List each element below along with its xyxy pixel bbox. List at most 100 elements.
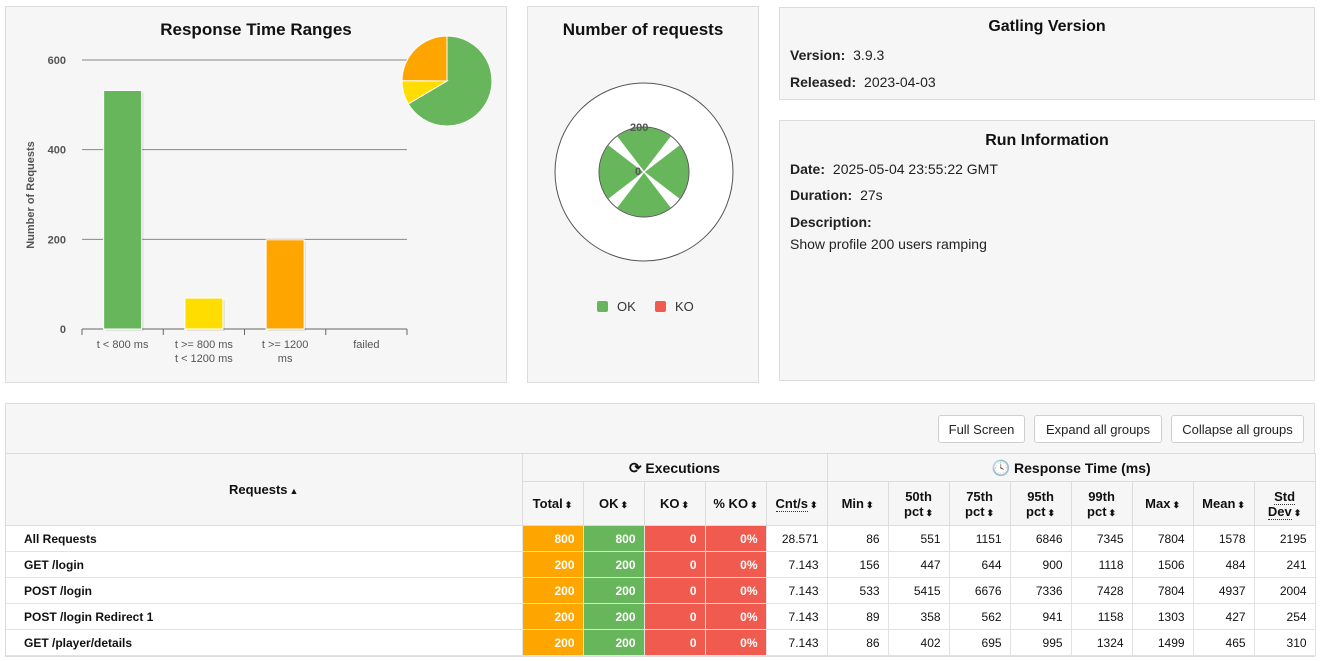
- cell-mean: 484: [1192, 551, 1255, 578]
- cell-mean: 427: [1192, 603, 1255, 630]
- cell-p99: 7345: [1070, 525, 1133, 552]
- bar: [103, 89, 143, 330]
- table-row[interactable]: All Requests 800 800 0 0% 28.571 86 551 1151 6846…: [6, 525, 1316, 552]
- cell-ok: 200: [582, 603, 645, 630]
- response-time-ranges-panel: Response Time Ranges 0 200 400 600 Number of…: [5, 6, 507, 383]
- col-p95[interactable]: 95th pct ⬍: [1009, 481, 1072, 526]
- duration-row: Duration: 27s: [790, 187, 883, 203]
- sort-icon: ⬍: [681, 500, 690, 510]
- cell-mean: 1578: [1192, 525, 1255, 552]
- cell-p75: 695: [948, 629, 1011, 656]
- table-row[interactable]: GET /login 200 200 0 0% 7.143 156 447 644 900 1118…: [6, 551, 1316, 578]
- polar-gridline: [598, 126, 690, 218]
- gatling-version-title: Gatling Version: [988, 18, 1106, 35]
- cell-total: 200: [521, 603, 584, 630]
- cell-pct-ko: 0%: [704, 603, 767, 630]
- cell-p99: 1118: [1070, 551, 1133, 578]
- requests-header[interactable]: Requests ▲: [6, 453, 523, 526]
- sort-icon: ⬍: [1237, 500, 1245, 510]
- cell-min: 86: [826, 525, 889, 552]
- polar-scale-label: 200: [630, 122, 648, 134]
- col-pct-ko-label: % KO: [713, 496, 749, 511]
- version-label: Version:: [790, 47, 846, 63]
- cell-p75: 644: [948, 551, 1011, 578]
- cell-min: 156: [826, 551, 889, 578]
- cell-total: 200: [521, 629, 584, 656]
- col-p75[interactable]: 75th pct ⬍: [948, 481, 1011, 526]
- col-mean-label: Mean: [1202, 496, 1236, 511]
- version-value: 3.9.3: [853, 47, 885, 63]
- released-row: Released: 2023-04-03: [790, 74, 936, 90]
- x-tick-label: t >= 1200: [262, 339, 309, 351]
- legend-ok-swatch: [597, 301, 608, 312]
- col-pct-ko[interactable]: % KO ⬍: [704, 481, 767, 526]
- cell-total: 200: [521, 551, 584, 578]
- legend-ok-label: OK: [617, 299, 636, 314]
- cell-min: 86: [826, 629, 889, 656]
- cell-std: 310: [1253, 629, 1316, 656]
- col-p50[interactable]: 50th pct ⬍: [887, 481, 950, 526]
- cell-p95: 995: [1009, 629, 1072, 656]
- col-total[interactable]: Total ⬍: [521, 481, 584, 526]
- request-name[interactable]: GET /player/details: [6, 629, 523, 656]
- duration-value: 27s: [860, 187, 883, 203]
- x-tick-label: t >= 800 ms: [175, 339, 234, 351]
- sort-icon: ⬍: [865, 500, 874, 510]
- collapse-all-groups-button[interactable]: Collapse all groups: [1171, 415, 1304, 443]
- col-cnt-s-label: Cnt/s: [775, 496, 808, 512]
- table-row[interactable]: GET /player/details 200 200 0 0% 7.143 86 402 69…: [6, 629, 1316, 656]
- cell-ok: 200: [582, 551, 645, 578]
- x-tick-label: t < 1200 ms: [175, 353, 233, 365]
- number-of-requests-panel: Number of requests 200 0 OK KO: [527, 6, 759, 383]
- cell-max: 1506: [1131, 551, 1194, 578]
- cell-std: 2195: [1253, 525, 1316, 552]
- clock-icon: 🕓: [991, 459, 1011, 477]
- cell-std: 2004: [1253, 577, 1316, 604]
- expand-all-groups-button[interactable]: Expand all groups: [1034, 415, 1162, 443]
- col-std-dev[interactable]: Std Dev ⬍: [1253, 481, 1316, 526]
- date-value: 2025-05-04 23:55:22 GMT: [832, 161, 998, 177]
- bar: [265, 239, 305, 330]
- cell-cnt-s: 7.143: [765, 551, 828, 578]
- request-name[interactable]: POST /login: [6, 577, 523, 604]
- cell-p50: 551: [887, 525, 950, 552]
- request-name[interactable]: All Requests: [6, 525, 523, 552]
- col-ok[interactable]: OK ⬍: [582, 481, 645, 526]
- col-min[interactable]: Min ⬍: [826, 481, 889, 526]
- cell-mean: 465: [1192, 629, 1255, 656]
- col-mean[interactable]: Mean ⬍: [1192, 481, 1255, 526]
- version-row: Version: 3.9.3: [790, 47, 884, 63]
- x-tick-label: ms: [278, 353, 293, 365]
- y-tick-label: 0: [60, 324, 66, 336]
- duration-label: Duration:: [790, 187, 853, 203]
- col-cnt-s[interactable]: Cnt/s ⬍: [765, 481, 828, 526]
- cell-p50: 358: [887, 603, 950, 630]
- col-p99-sublabel: pct: [1087, 503, 1107, 519]
- legend-ko[interactable]: KO: [655, 299, 694, 314]
- col-std-sublabel: Dev: [1267, 503, 1292, 520]
- table-row[interactable]: POST /login Redirect 1 200 200 0 0% 7.143 89 35…: [6, 603, 1316, 630]
- request-name[interactable]: GET /login: [6, 551, 523, 578]
- cell-mean: 4937: [1192, 577, 1255, 604]
- cell-p99: 1324: [1070, 629, 1133, 656]
- legend-ok[interactable]: OK: [597, 299, 636, 314]
- request-name[interactable]: POST /login Redirect 1: [6, 603, 523, 630]
- cell-cnt-s: 7.143: [765, 577, 828, 604]
- legend-ko-label: KO: [675, 299, 694, 314]
- col-ko[interactable]: KO ⬍: [643, 481, 706, 526]
- col-p99[interactable]: 99th pct ⬍: [1070, 481, 1133, 526]
- cell-max: 7804: [1131, 577, 1194, 604]
- cell-cnt-s: 28.571: [765, 525, 828, 552]
- cell-pct-ko: 0%: [704, 629, 767, 656]
- table-row[interactable]: POST /login 200 200 0 0% 7.143 533 5415 6676 7336…: [6, 577, 1316, 604]
- cell-p95: 6846: [1009, 525, 1072, 552]
- col-p95-label: 95th: [1027, 488, 1054, 504]
- number-of-requests-title: Number of requests: [562, 20, 724, 39]
- full-screen-button[interactable]: Full Screen: [938, 415, 1025, 443]
- cell-ko: 0: [643, 629, 706, 656]
- statistics-panel: Full Screen Expand all groups Collapse a…: [5, 403, 1316, 657]
- cell-pct-ko: 0%: [704, 577, 767, 604]
- date-label: Date:: [790, 161, 826, 177]
- col-max[interactable]: Max ⬍: [1131, 481, 1194, 526]
